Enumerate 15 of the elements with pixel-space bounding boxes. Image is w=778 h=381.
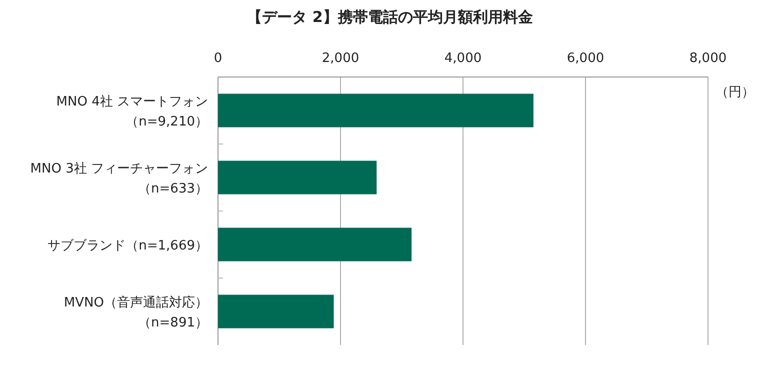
x-tick-label: 4,000 (444, 51, 482, 66)
y-tick-label: サブブランド（n=1,669） (48, 238, 208, 254)
bar (218, 294, 334, 328)
y-tick-label: MVNO（音声通話対応）（n=891） (64, 294, 208, 330)
bar (218, 160, 377, 194)
x-axis-title: （円） (716, 85, 754, 100)
x-tick-label: 8,000 (689, 51, 727, 66)
chart-title: 【データ 2】携帯電話の平均月額利用料金 (247, 8, 533, 26)
bar (218, 94, 534, 128)
y-tick-label: MNO 3社 フィーチャーフォン（n=633） (30, 162, 208, 196)
bar (218, 228, 412, 262)
x-tick-label: 0 (214, 51, 222, 66)
x-tick-label: 6,000 (566, 51, 604, 66)
y-tick-label: MNO 4社 スマートフォン（n=9,210） (56, 94, 208, 130)
x-tick-label: 2,000 (322, 51, 360, 66)
